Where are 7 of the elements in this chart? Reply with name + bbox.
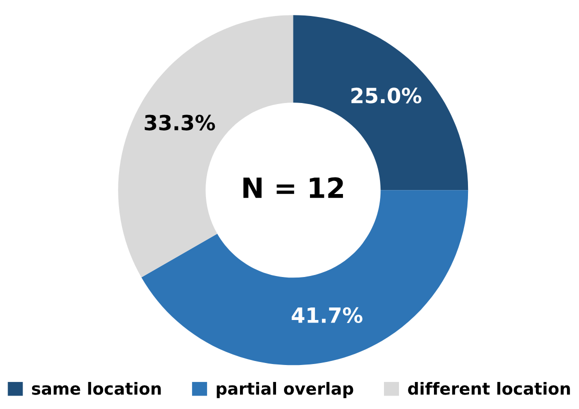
legend-label: partial overlap xyxy=(216,382,354,398)
text: N = 12 xyxy=(243,177,343,198)
data-label: 33.3% xyxy=(144,114,215,130)
legend-label: different location xyxy=(408,382,570,395)
legend-label: same location xyxy=(32,382,161,395)
data-label: 41.7% xyxy=(292,307,362,324)
data-label: 25.0% xyxy=(351,88,422,104)
